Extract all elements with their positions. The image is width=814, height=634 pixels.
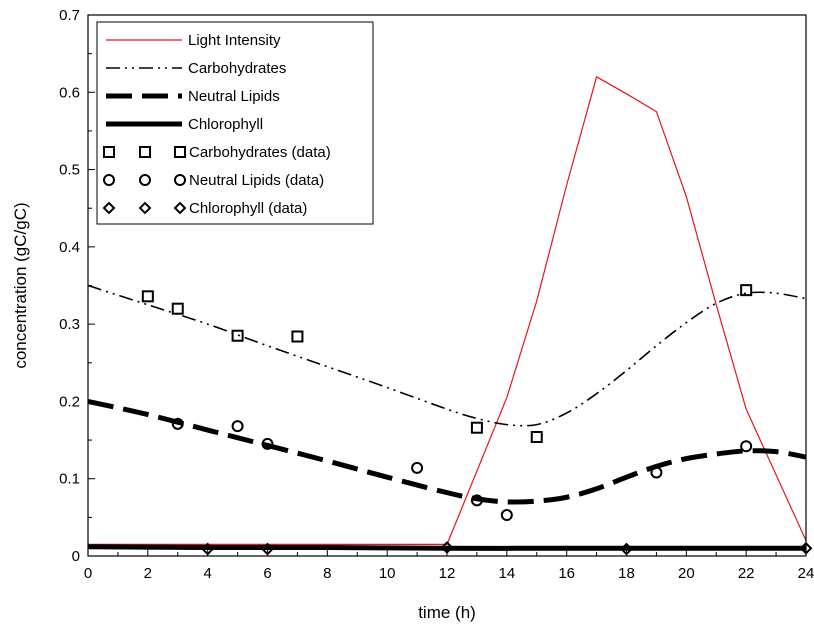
series-points-carbohydrates-data bbox=[141, 284, 753, 443]
legend-item-carbohydrates: Carbohydrates bbox=[106, 60, 286, 77]
x-tick-label: 18 bbox=[618, 565, 635, 582]
data-point-neutral-lipids-data bbox=[470, 494, 483, 507]
data-point-carbohydrates-data bbox=[530, 430, 543, 443]
legend-marker-chlorophyll-data bbox=[102, 201, 116, 215]
legend-marker-neutral-lipids-data bbox=[139, 174, 151, 186]
x-axis-title: time (h) bbox=[418, 603, 476, 622]
legend-item-light-intensity: Light Intensity bbox=[106, 32, 281, 49]
x-tick-label: 16 bbox=[558, 565, 575, 582]
legend-marker-carbohydrates-data bbox=[139, 146, 151, 158]
data-point-neutral-lipids-data bbox=[231, 420, 244, 433]
y-tick-label: 0.2 bbox=[59, 393, 80, 410]
x-tick-label: 24 bbox=[798, 565, 814, 582]
legend-label-neutral-lipids-data: Neutral Lipids (data) bbox=[189, 172, 324, 189]
x-tick-label: 0 bbox=[84, 565, 92, 582]
x-tick-label: 4 bbox=[203, 565, 211, 582]
series-line-neutral-lipids bbox=[87, 398, 807, 505]
data-point-neutral-lipids-data bbox=[171, 417, 184, 430]
legend-marker-chlorophyll-data bbox=[173, 201, 187, 215]
legend-item-chlorophyll-data: Chlorophyll (data) bbox=[102, 200, 307, 217]
legend-label-carbohydrates-data: Carbohydrates (data) bbox=[189, 144, 331, 161]
legend-item-neutral-lipids-data: Neutral Lipids (data) bbox=[103, 172, 324, 189]
y-tick-label: 0.5 bbox=[59, 162, 80, 179]
x-tick-label: 22 bbox=[738, 565, 755, 582]
y-tick-label: 0.7 bbox=[59, 7, 80, 24]
legend-label-chlorophyll-data: Chlorophyll (data) bbox=[189, 200, 307, 217]
legend-label-carbohydrates: Carbohydrates bbox=[188, 60, 286, 77]
legend-item-carbohydrates-data: Carbohydrates (data) bbox=[103, 144, 331, 161]
legend-marker-chlorophyll-data bbox=[138, 201, 152, 215]
x-tick-label: 14 bbox=[498, 565, 515, 582]
x-tick-label: 10 bbox=[379, 565, 396, 582]
legend-marker-carbohydrates-data bbox=[103, 146, 115, 158]
data-point-carbohydrates-data bbox=[291, 330, 304, 343]
legend-label-chlorophyll: Chlorophyll bbox=[188, 116, 263, 133]
x-tick-label: 2 bbox=[144, 565, 152, 582]
legend: Light Intensity Carbohydrates Neutral Lipi… bbox=[96, 21, 374, 225]
series-line-carbohydrates bbox=[87, 284, 807, 427]
plot-area-frame bbox=[87, 14, 807, 557]
legend-marker-neutral-lipids-data bbox=[103, 174, 115, 186]
x-tick-label: 6 bbox=[263, 565, 271, 582]
legend-marker-carbohydrates-data bbox=[174, 146, 186, 158]
y-tick-label: 0.6 bbox=[59, 84, 80, 101]
x-tick-label: 12 bbox=[439, 565, 456, 582]
x-tick-label: 20 bbox=[678, 565, 695, 582]
data-point-carbohydrates-data bbox=[231, 329, 244, 342]
data-point-neutral-lipids-data bbox=[650, 466, 663, 479]
data-point-carbohydrates-data bbox=[740, 284, 753, 297]
series-points-neutral-lipids-data bbox=[171, 417, 753, 522]
data-point-carbohydrates-data bbox=[141, 290, 154, 303]
legend-label-neutral-lipids: Neutral Lipids bbox=[188, 88, 280, 105]
data-point-neutral-lipids-data bbox=[261, 437, 274, 450]
legend-item-neutral-lipids: Neutral Lipids bbox=[106, 88, 280, 105]
legend-item-chlorophyll: Chlorophyll bbox=[106, 116, 263, 133]
legend-marker-neutral-lipids-data bbox=[174, 174, 186, 186]
x-axis-ticks: 0 2 4 6 8 10 12 14 16 18 20 22 24 bbox=[84, 549, 814, 582]
data-point-neutral-lipids-data bbox=[500, 509, 513, 522]
data-point-neutral-lipids-data bbox=[740, 440, 753, 453]
x-tick-label: 8 bbox=[323, 565, 331, 582]
y-tick-label: 0.1 bbox=[59, 471, 80, 488]
y-tick-label: 0 bbox=[72, 548, 80, 565]
y-axis-ticks: 0 0.1 0.2 0.3 0.4 0.5 0.6 0.7 bbox=[59, 7, 95, 565]
series-line-light-intensity bbox=[88, 76, 807, 546]
data-point-carbohydrates-data bbox=[470, 421, 483, 434]
series-line-chlorophyll bbox=[87, 544, 806, 551]
legend-label-light-intensity: Light Intensity bbox=[188, 32, 281, 49]
y-tick-label: 0.4 bbox=[59, 239, 80, 256]
data-point-neutral-lipids-data bbox=[411, 461, 424, 474]
data-point-carbohydrates-data bbox=[171, 302, 184, 315]
plot-content bbox=[87, 76, 813, 556]
y-axis-title: concentration (gC/gC) bbox=[11, 202, 30, 368]
y-tick-label: 0.3 bbox=[59, 316, 80, 333]
